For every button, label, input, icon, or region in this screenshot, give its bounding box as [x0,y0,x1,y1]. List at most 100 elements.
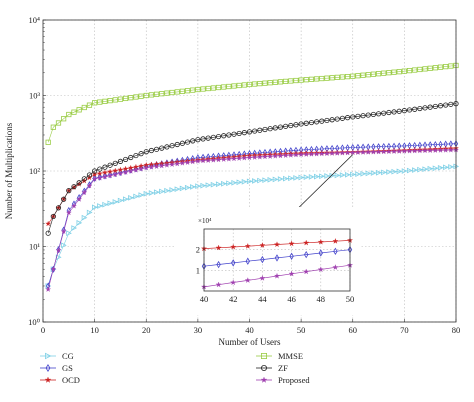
series-marker [215,84,222,91]
series-marker [102,173,108,180]
series-marker [365,112,371,118]
series-marker [92,174,97,182]
series-marker [45,230,51,236]
x-tick-label: 50 [297,325,306,335]
series-marker [319,75,325,82]
series-zf [45,101,459,236]
series-marker [324,117,330,124]
series-marker [416,147,423,154]
inset-series-marker [244,242,251,249]
series-marker [50,266,57,272]
series-marker [277,152,284,159]
series-marker [406,167,413,174]
series-marker [200,86,206,92]
series-marker [319,173,325,180]
series-marker [92,168,98,174]
series-marker [381,110,387,116]
legend-marker [260,376,268,383]
inset-series-line [203,249,351,267]
series-marker [262,177,269,184]
series-marker [184,184,191,191]
series-marker [422,105,428,111]
series-marker [257,80,263,87]
series-marker [344,115,351,121]
series-marker [293,122,299,128]
inset-series-marker [333,247,338,256]
series-marker [55,120,62,126]
series-marker [303,151,310,157]
series-marker [401,148,408,154]
series-marker [401,68,407,74]
inset-series-marker [274,254,280,262]
series-marker [427,147,434,154]
series-marker [318,150,325,157]
inset-y-tick-label: 1 [196,265,200,275]
series-marker [174,186,181,193]
series-marker [236,130,242,137]
series-marker [422,147,428,154]
series-marker [61,242,67,249]
series-marker [200,136,206,142]
inset-x-tick-label: 50 [346,294,355,304]
series-marker [334,116,340,122]
x-tick-label: 0 [41,325,45,335]
legend-label: GS [62,363,73,373]
series-marker [448,101,454,107]
series-marker [107,171,113,179]
legend-label: CG [62,351,74,361]
series-marker [241,82,247,88]
series-marker [117,158,124,164]
series-marker [138,151,144,157]
series-marker [386,109,392,116]
series-marker [194,158,201,164]
series-marker [432,165,439,172]
series-marker [112,171,119,178]
series-marker [81,214,88,221]
series-marker [412,67,418,73]
series-marker [272,125,278,131]
series-marker [241,178,248,185]
series-marker [401,108,407,114]
series-marker [443,63,449,70]
legend-item-proposed: Proposed [256,375,310,385]
series-marker [107,162,113,168]
series-marker [45,220,52,227]
series-mmse [45,62,459,145]
inset-background [176,207,360,315]
series-marker [282,152,289,159]
series-marker [241,130,247,136]
series-marker [339,115,346,121]
x-tick-label: 70 [400,325,409,335]
series-marker [236,179,243,186]
series-marker [283,175,289,182]
legend-label: ZF [278,363,288,373]
series-marker [97,99,103,105]
series-marker [128,194,134,201]
x-tick-label: 20 [142,325,151,335]
series-marker [396,148,403,154]
series-marker [97,203,103,209]
series-marker [102,172,108,180]
series-marker [61,116,67,122]
series-marker [288,78,294,84]
series-marker [148,164,155,170]
series-marker [76,107,82,113]
series-marker [272,79,278,85]
legend-item-ocd: OCD [40,375,80,385]
series-marker [174,89,180,95]
series-marker [401,168,408,174]
series-marker [308,76,315,82]
series-marker [334,74,340,80]
series-marker [190,184,196,190]
series-marker [200,157,206,164]
series-marker [81,104,87,111]
inset-x-tick-label: 42 [229,294,238,304]
series-marker [365,149,372,155]
series-marker [221,180,227,187]
series-marker [241,154,248,161]
inset-y-tick-label: 2 [196,245,200,255]
series-marker [97,173,102,181]
legend-marker [260,352,267,359]
series-marker [138,192,145,198]
